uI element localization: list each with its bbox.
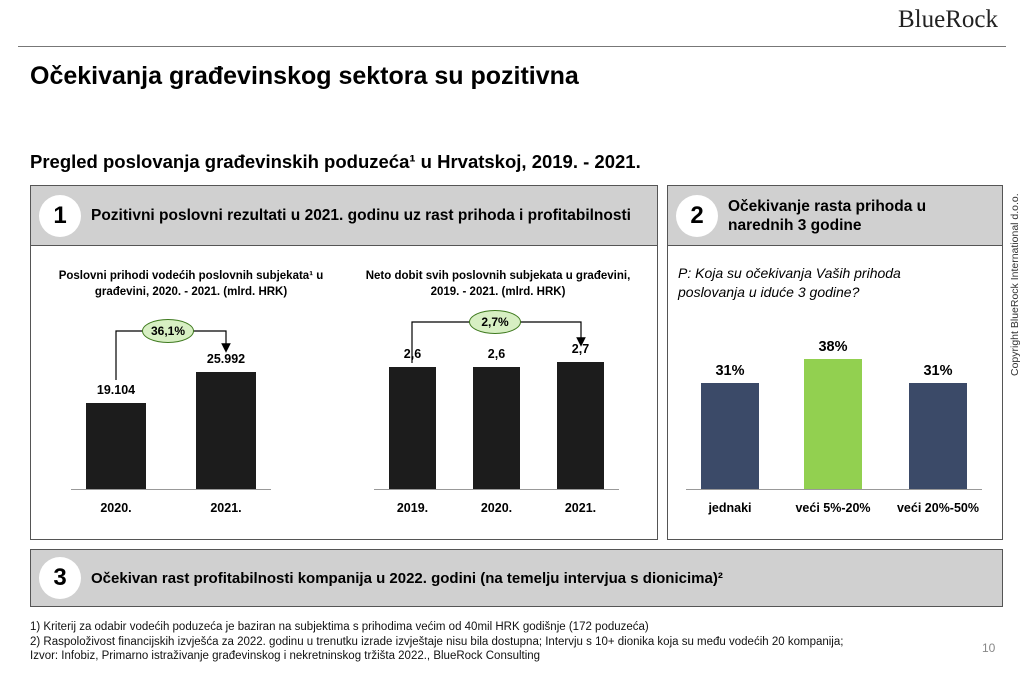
data-label: 19.104	[96, 383, 136, 398]
panel-1-title: Pozitivni poslovni rezultati u 2021. god…	[91, 207, 631, 224]
bar-2020	[86, 403, 146, 489]
survey-question: P: Koja su očekivanja Vaših prihoda posl…	[678, 265, 901, 300]
bar-2019	[389, 367, 436, 489]
panel-number-badge: 2	[676, 194, 718, 237]
category-label: 2021.	[210, 501, 242, 515]
footnotes: 1) Kriterij za odabir vodećih poduzeća j…	[30, 620, 980, 664]
chart-2-title: Neto dobit svih poslovnih subjekata u gr…	[365, 270, 631, 298]
data-label: 25.992	[206, 352, 246, 367]
panel-2: 2 Očekivanje rasta prihoda u narednih 3 …	[667, 185, 1003, 540]
category-label: 2020.	[480, 501, 513, 515]
page-subtitle: Pregled poslovanja građevinskih poduzeća…	[30, 151, 641, 172]
copyright-text: Copyright BlueRock International d.o.o.	[1009, 193, 1021, 376]
bar-ve-i-5-20	[804, 359, 862, 489]
footnote-1: 1) Kriterij za odabir vodećih poduzeća j…	[30, 621, 649, 633]
x-axis-line	[374, 489, 619, 490]
growth-badge-2: 2,7%	[469, 310, 521, 334]
bar-jednaki	[701, 383, 759, 489]
bar-2021	[196, 372, 256, 489]
data-label: 31%	[715, 363, 745, 380]
panel-3-title: Očekivan rast profitabilnosti kompanija …	[91, 569, 723, 587]
category-label: veći 5%-20%	[795, 501, 871, 515]
data-label: 31%	[923, 363, 953, 380]
bluerock-logo: BlueRock	[898, 6, 998, 33]
bar-ve-i-20-50	[909, 383, 967, 489]
category-label: 2020.	[100, 501, 132, 515]
panel-1-header: 1 Pozitivni poslovni rezultati u 2021. g…	[31, 186, 657, 246]
x-axis-line	[71, 489, 271, 490]
growth-arrows	[115, 321, 586, 380]
x-axis-line	[686, 489, 982, 490]
panel-2-title: Očekivanje rasta prihoda u narednih 3 go…	[728, 197, 927, 234]
header-divider	[18, 46, 1006, 47]
bar-2021	[557, 362, 604, 489]
panel-3: 3 Očekivan rast profitabilnosti kompanij…	[30, 549, 1003, 607]
category-label: jednaki	[708, 501, 752, 515]
panel-3-header: 3 Očekivan rast profitabilnosti kompanij…	[31, 550, 1002, 606]
panel-1: 1 Pozitivni poslovni rezultati u 2021. g…	[30, 185, 658, 540]
chart-1-title: Poslovni prihodi vodećih poslovnih subje…	[58, 270, 324, 298]
category-label: 2019.	[396, 501, 429, 515]
panel-2-header: 2 Očekivanje rasta prihoda u narednih 3 …	[668, 186, 1002, 246]
source-note: Izvor: Infobiz, Primarno istraživanje gr…	[30, 650, 541, 662]
category-label: 2021.	[564, 501, 597, 515]
footnote-2: 2) Raspoloživost financijskih izvješća z…	[30, 635, 844, 648]
data-label: 2,6	[487, 347, 506, 362]
category-label: veći 20%-50%	[896, 501, 979, 515]
panel-number-badge: 1	[39, 194, 81, 237]
growth-badge-1: 36,1%	[142, 319, 194, 343]
page-title: Očekivanja građevinskog sektora su pozit…	[30, 62, 579, 90]
data-label: 38%	[818, 339, 848, 356]
bar-2020	[473, 367, 520, 489]
panel-number-badge: 3	[39, 557, 81, 599]
page-number: 10	[982, 641, 996, 655]
